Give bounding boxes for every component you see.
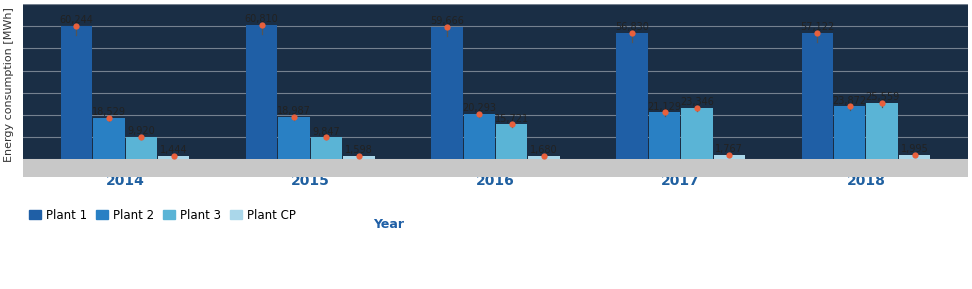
Text: 18,987: 18,987 [277,106,311,116]
Text: 18,529: 18,529 [92,107,125,117]
Bar [246,25,277,159]
Text: 25,559: 25,559 [865,92,899,102]
Bar [464,114,495,159]
Text: 60,244: 60,244 [59,15,93,25]
Legend: Plant 1, Plant 2, Plant 3, Plant CP: Plant 1, Plant 2, Plant 3, Plant CP [29,209,295,221]
Text: 23,872: 23,872 [833,95,867,105]
Bar [496,125,528,159]
Bar [866,103,898,159]
Bar [616,33,648,159]
Bar [343,156,374,159]
Text: 57,122: 57,122 [800,22,835,32]
Text: 23,346: 23,346 [680,97,713,107]
Text: Year: Year [372,218,403,231]
Y-axis label: Energy consumption [MWh]: Energy consumption [MWh] [4,8,15,162]
Text: 9,847: 9,847 [313,127,340,137]
Text: 15,721: 15,721 [495,114,529,124]
Bar [125,137,157,159]
Bar [899,155,930,159]
Text: 60,810: 60,810 [245,14,279,24]
Bar [834,106,865,159]
Bar [157,156,190,159]
Bar [681,108,712,159]
Bar [93,118,124,159]
Text: 21,129: 21,129 [647,102,681,112]
Bar [432,27,463,159]
Text: 1,598: 1,598 [345,145,373,155]
Bar [529,155,560,159]
Text: 1,444: 1,444 [159,145,188,155]
Bar [60,26,92,159]
Bar [23,159,968,177]
Text: 1,767: 1,767 [715,144,744,155]
Bar [278,117,310,159]
Bar [713,155,746,159]
Text: 1,680: 1,680 [531,145,558,155]
Text: 20,293: 20,293 [463,103,497,114]
Text: 1,995: 1,995 [901,144,928,154]
Text: 56,830: 56,830 [615,23,649,32]
Bar [802,33,833,159]
Text: 9,920: 9,920 [127,126,156,136]
Bar [311,138,342,159]
Text: 59,666: 59,666 [430,16,464,26]
Bar [648,112,680,159]
